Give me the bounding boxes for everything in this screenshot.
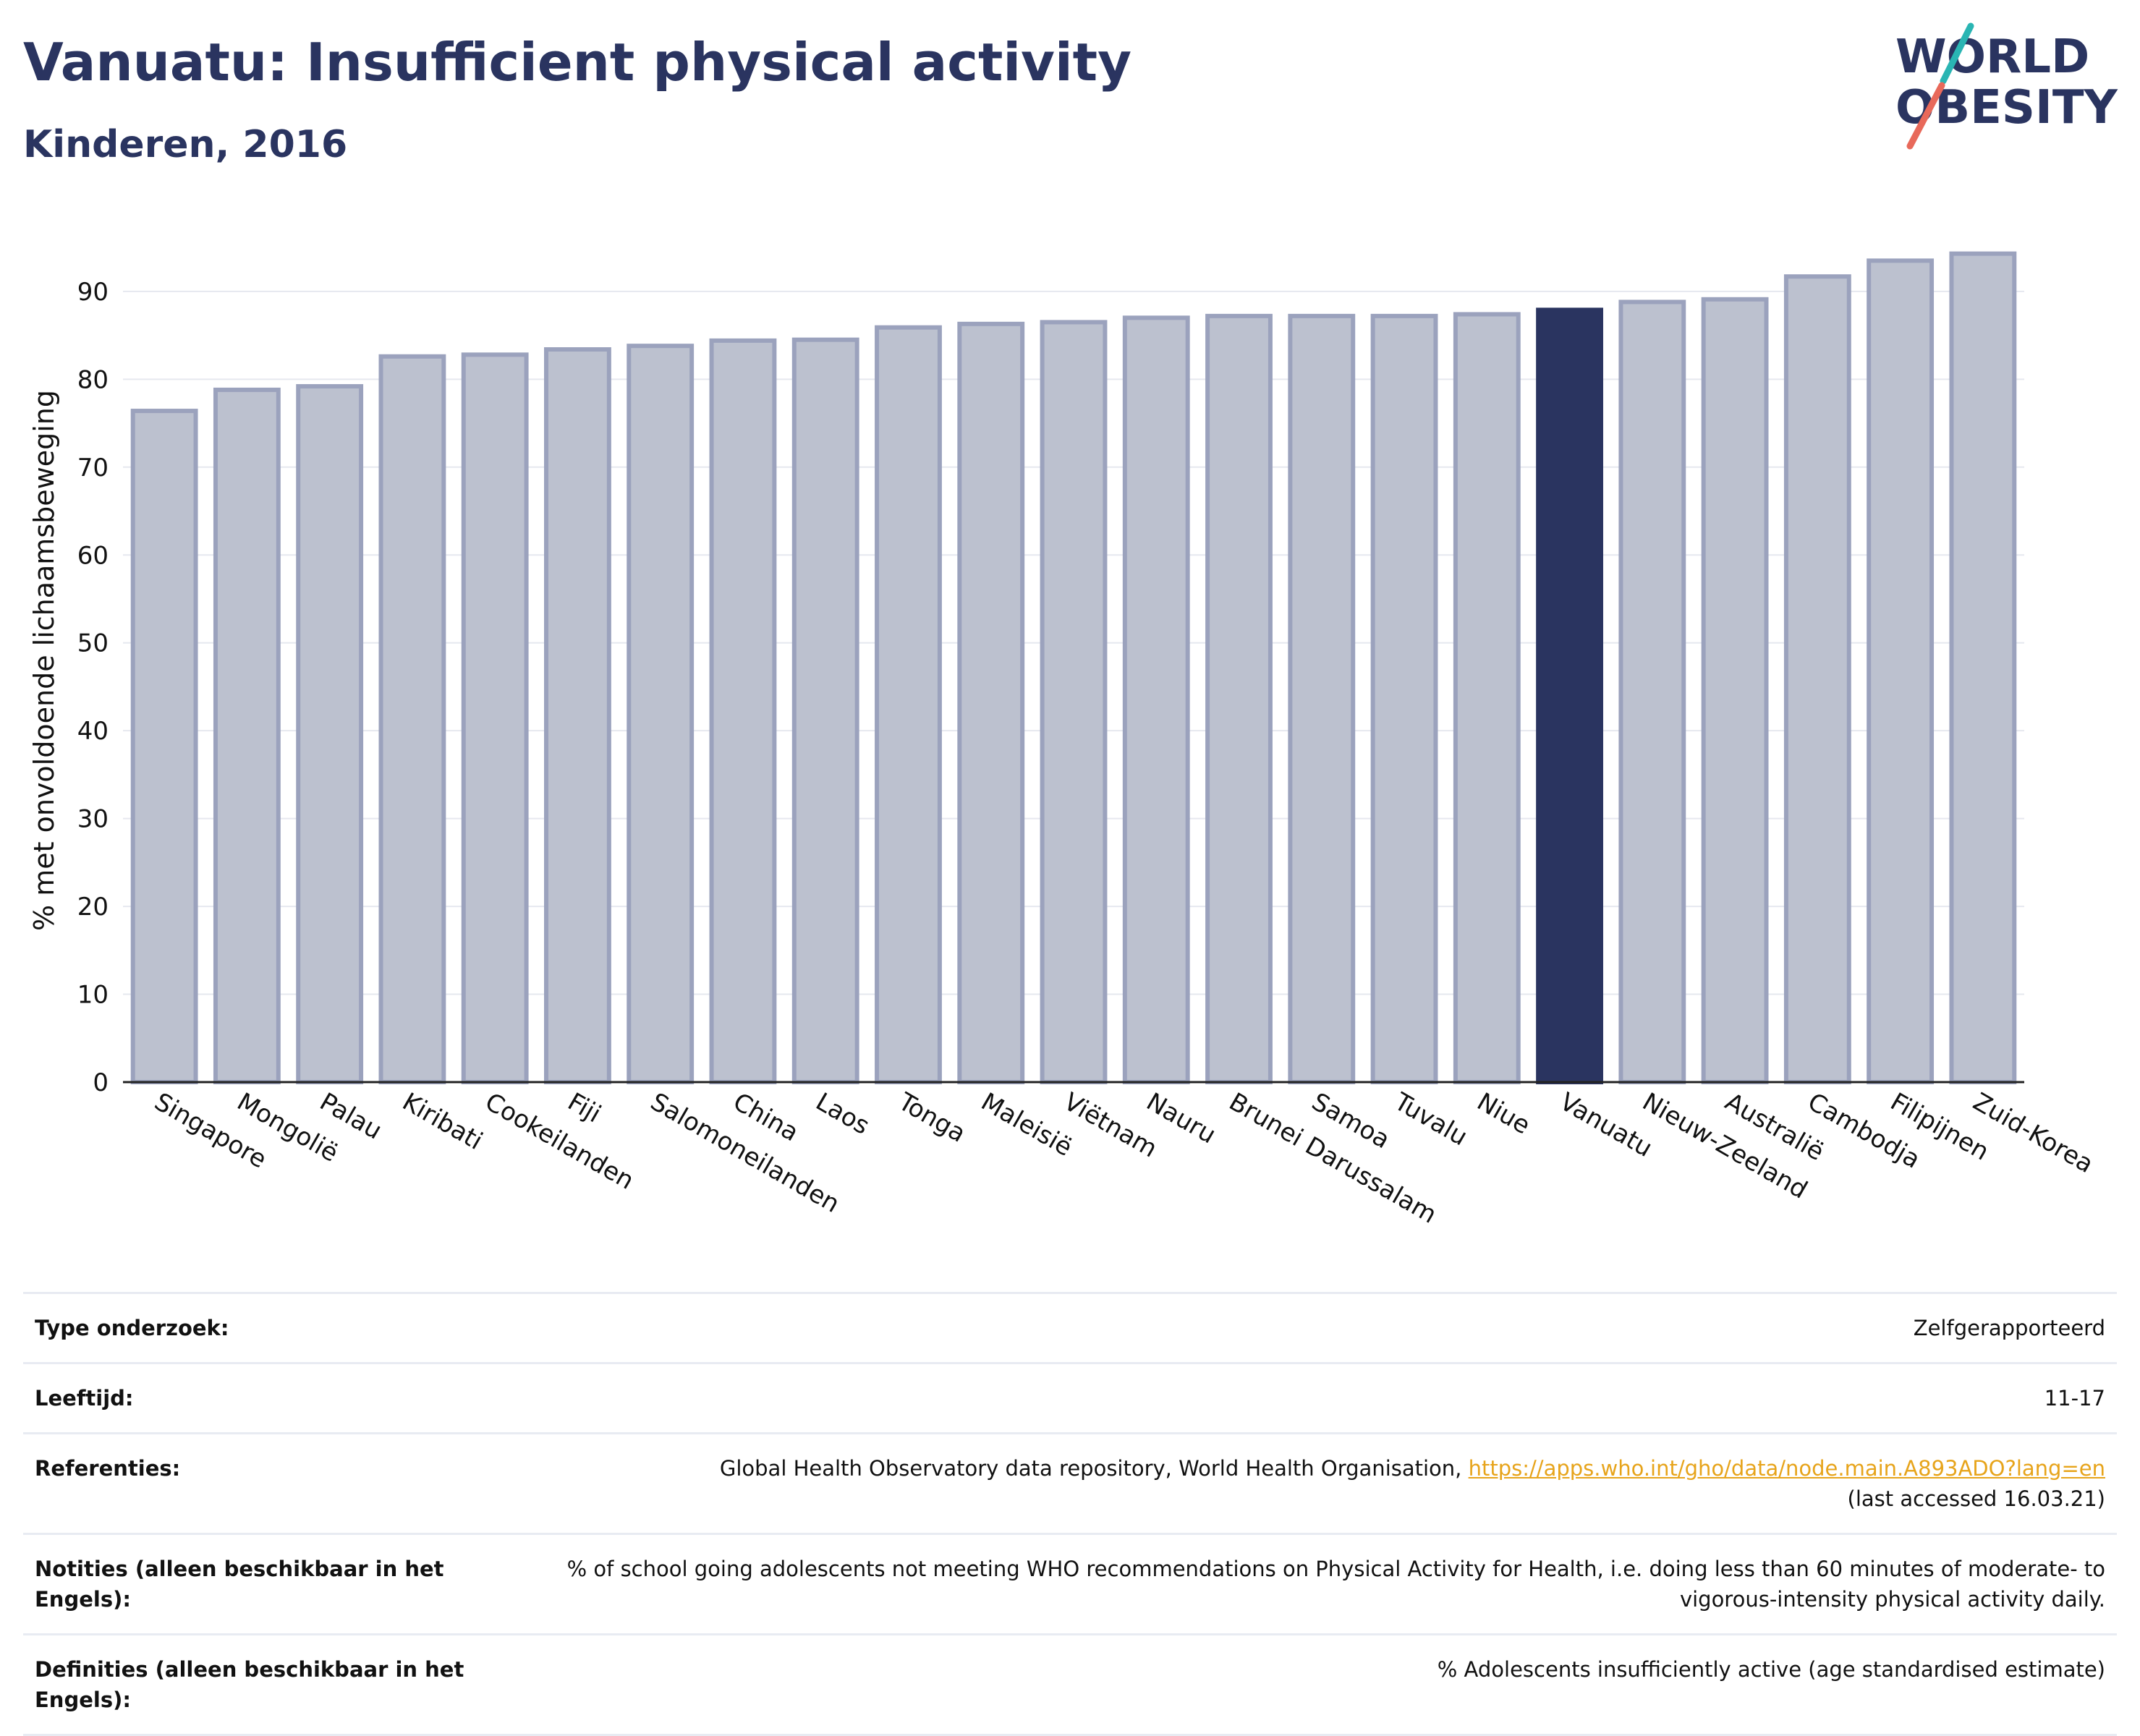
x-tick-label: Vanuatu xyxy=(1555,1087,1657,1163)
info-row-survey-type: Type onderzoek: Zelfgerapporteerd xyxy=(23,1291,2117,1365)
chart-title: Vanuatu: Insufficient physical activity xyxy=(23,32,1132,93)
bar-tonga[interactable] xyxy=(875,325,942,1084)
info-value: Zelfgerapporteerd xyxy=(495,1291,2117,1365)
bar-maleisi-[interactable] xyxy=(957,321,1025,1085)
x-tick-label: Laos xyxy=(811,1087,875,1141)
logo-slash-coral xyxy=(1906,82,1945,150)
y-tick-label: 0 xyxy=(93,1068,109,1097)
x-tick-label: Cookeilanden xyxy=(480,1087,639,1196)
bar-samoa[interactable] xyxy=(1288,313,1356,1085)
bar-chart: 0 10 20 30 40 50 60 70 80 90 SingaporeMongoliëPal… xyxy=(28,251,2099,1230)
info-label: Referenties: xyxy=(23,1432,495,1536)
reference-link[interactable]: https://apps.who.int/gho/data/node.main.… xyxy=(1468,1456,2105,1481)
info-label: Type onderzoek: xyxy=(23,1291,495,1365)
y-tick-label: 90 xyxy=(77,278,109,307)
info-label: Definities (alleen beschikbaar in het En… xyxy=(23,1633,495,1736)
bar-australi-[interactable] xyxy=(1701,297,1769,1084)
y-tick-label: 20 xyxy=(77,893,109,922)
bar-kiribati[interactable] xyxy=(378,354,446,1085)
reference-text: Global Health Observatory data repositor… xyxy=(719,1456,1469,1481)
bar-cookeilanden[interactable] xyxy=(461,352,529,1084)
bar-niue[interactable] xyxy=(1453,312,1521,1084)
info-row-definitions: Definities (alleen beschikbaar in het En… xyxy=(23,1633,2117,1736)
y-axis-ticks: 0 10 20 30 40 50 60 70 80 90 xyxy=(77,278,109,1097)
x-tick-label: Tuvalu xyxy=(1389,1087,1472,1152)
bar-tuvalu[interactable] xyxy=(1370,313,1438,1085)
info-value: Global Health Observatory data repositor… xyxy=(495,1432,2117,1536)
y-tick-label: 10 xyxy=(77,981,109,1010)
y-axis-label: % met onvoldoende lichaamsbeweging xyxy=(28,390,60,931)
x-tick-label: Tonga xyxy=(893,1087,970,1149)
bar-laos[interactable] xyxy=(791,337,859,1084)
x-tick-label: Maleisië xyxy=(976,1087,1077,1162)
y-tick-label: 50 xyxy=(77,629,109,658)
bar-palau[interactable] xyxy=(296,384,364,1085)
bar-brunei-darussalam[interactable] xyxy=(1205,313,1273,1085)
y-tick-label: 80 xyxy=(77,365,109,394)
y-tick-label: 70 xyxy=(77,454,109,482)
bar-china[interactable] xyxy=(709,338,777,1084)
bar-salomoneilanden[interactable] xyxy=(627,344,695,1085)
info-row-age: Leeftijd: 11-17 xyxy=(23,1362,2117,1435)
info-label: Leeftijd: xyxy=(23,1362,495,1435)
reference-accessed: (last accessed 16.03.21) xyxy=(1847,1486,2105,1512)
info-value: 11-17 xyxy=(495,1362,2117,1435)
bar-zuid-korea[interactable] xyxy=(1949,251,2017,1084)
x-tick-label: Kiribati xyxy=(397,1087,487,1156)
y-tick-label: 30 xyxy=(77,805,109,834)
bar-vanuatu[interactable] xyxy=(1536,307,1603,1085)
logo-slash-teal xyxy=(1940,22,1974,85)
logo-text-world: WORLD xyxy=(1895,30,2089,84)
bar-nauru[interactable] xyxy=(1122,315,1190,1084)
x-tick-label: Fiji xyxy=(563,1087,606,1128)
y-tick-label: 40 xyxy=(77,717,109,746)
info-table: Type onderzoek: Zelfgerapporteerd Leefti… xyxy=(23,1291,2117,1736)
bar-fiji[interactable] xyxy=(544,347,611,1085)
chart-bars xyxy=(130,251,2017,1085)
chart-subtitle: Kinderen, 2016 xyxy=(23,123,348,166)
info-row-references: Referenties: Global Health Observatory d… xyxy=(23,1432,2117,1536)
x-tick-label: Viëtnam xyxy=(1059,1087,1163,1164)
x-tick-label: Zuid-Korea xyxy=(1968,1087,2098,1179)
bar-vi-tnam[interactable] xyxy=(1040,320,1108,1085)
bar-cambodja[interactable] xyxy=(1783,274,1851,1085)
info-row-notes: Notities (alleen beschikbaar in het Enge… xyxy=(23,1533,2117,1636)
info-value: % Adolescents insufficiently active (age… xyxy=(495,1633,2117,1736)
bar-mongoli-[interactable] xyxy=(213,387,281,1085)
x-tick-label: Niue xyxy=(1472,1087,1535,1140)
bar-singapore[interactable] xyxy=(130,409,198,1084)
info-label: Notities (alleen beschikbaar in het Enge… xyxy=(23,1533,495,1636)
bar-nieuw-zeeland[interactable] xyxy=(1618,299,1686,1085)
info-value: % of school going adolescents not meetin… xyxy=(495,1533,2117,1636)
bar-filipijnen[interactable] xyxy=(1867,258,1935,1084)
world-obesity-logo: WORLD OBESITY xyxy=(1895,22,2118,150)
y-tick-label: 60 xyxy=(77,541,109,570)
